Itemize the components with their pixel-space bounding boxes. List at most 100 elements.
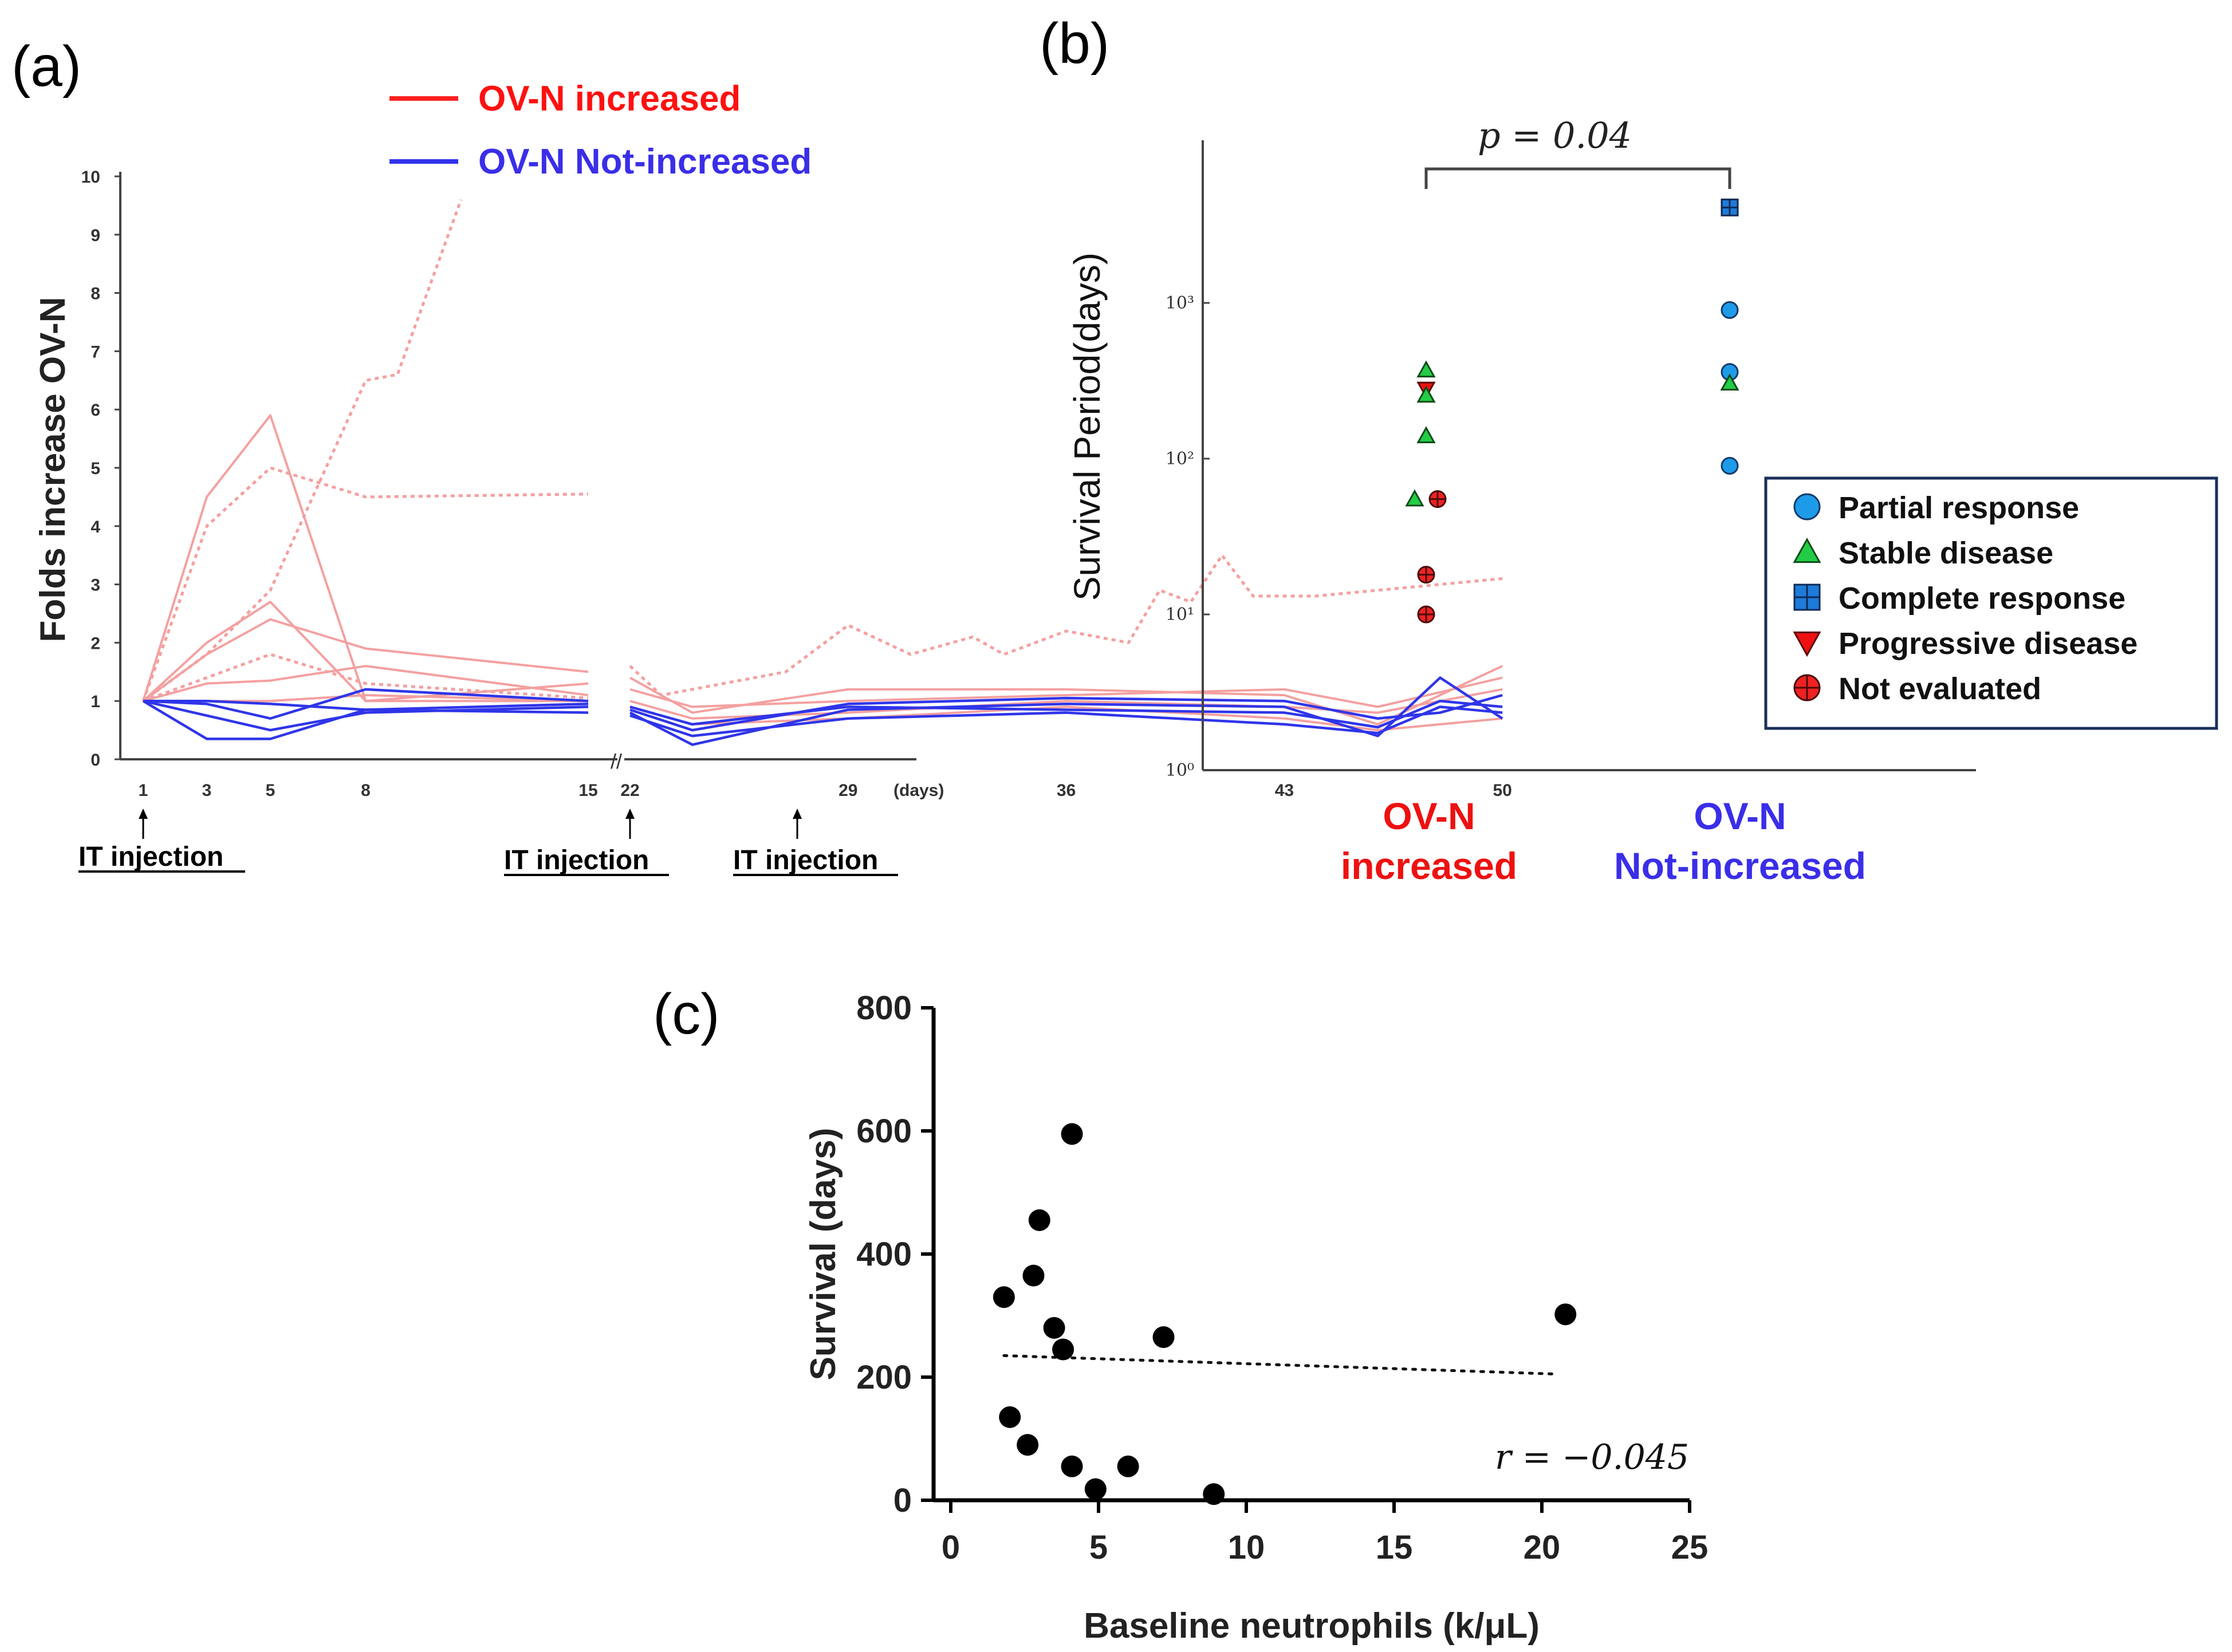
series-line-a-not-increased: [629, 705, 1503, 738]
marker-circle: [1721, 301, 1739, 319]
series-line-a-increased: [143, 653, 589, 703]
data-point-c: [1022, 1264, 1045, 1287]
chart-a: OV-N increased OV-N Not-increased // 0 1 2…: [33, 79, 1512, 876]
x-tick-label-c: 0: [942, 1529, 960, 1566]
legend-label-b: Partial response: [1839, 491, 2079, 525]
legend-marker-b: [1793, 583, 1821, 611]
data-point-b: [1405, 489, 1424, 507]
y-tick-label-a: 5: [90, 459, 100, 478]
data-point-c: [1152, 1326, 1175, 1349]
y-tick-label-b: 10⁰: [1166, 760, 1194, 780]
data-point-b: [1416, 385, 1436, 403]
legend-b: Partial response Stable disease Complete r…: [1793, 491, 2137, 706]
series-line-a-increased: [629, 676, 1503, 708]
series-line-a-not-increased: [143, 699, 589, 714]
y-axis-title-c: Survival (days): [804, 1127, 843, 1380]
y-tick-label-c: 200: [856, 1359, 912, 1396]
data-point-c: [1203, 1483, 1225, 1505]
y-tick-label-a: 3: [90, 576, 100, 595]
annotation-a-injection-1: IT injection: [78, 809, 245, 873]
x-tick-label-a: 50: [1493, 781, 1512, 800]
x-unit-a: (days): [893, 781, 944, 800]
injection-arrowhead-2: [625, 809, 635, 819]
x-tick-label-a: 3: [202, 781, 212, 800]
points-c: [993, 1123, 1577, 1505]
x-tick-label-a: 1: [139, 781, 148, 800]
x-tick-label-a: 5: [266, 781, 275, 800]
y-tick-label-c: 400: [856, 1236, 912, 1273]
series-line-a-increased: [142, 199, 463, 703]
y-tick-label-c: 600: [856, 1113, 912, 1150]
legend-b-box: [1764, 476, 2218, 730]
y-tick-label-a: 7: [90, 342, 100, 361]
legend-a-label-increased: OV-N increased: [478, 79, 741, 119]
injection-arrowhead-3: [793, 809, 802, 819]
series-line-a-increased: [629, 665, 1503, 726]
y-tick-label-c: 800: [856, 989, 912, 1027]
x-tick-label-a: 43: [1275, 781, 1294, 800]
injection-label-1: IT injection: [78, 842, 223, 872]
data-point-b: [1416, 360, 1436, 378]
series-line-a-increased: [141, 466, 589, 702]
series-line-a-increased: [143, 665, 589, 703]
x-tick-label-a: 8: [361, 781, 371, 800]
y-tick-label-a: 6: [90, 401, 100, 420]
x-axis-title-c: Baseline neutrophils (k/μL): [1084, 1606, 1540, 1646]
injection-arrowhead-1: [139, 809, 148, 819]
data-point-c: [1061, 1455, 1083, 1477]
y-tick-label-c: 0: [893, 1482, 912, 1519]
injection-label-3: IT injection: [733, 845, 878, 876]
marker-triangle-down: [1793, 631, 1821, 657]
annotation-a-injection-2: IT injection: [504, 809, 669, 876]
significance-bracket: [1424, 167, 1731, 189]
data-point-c: [1117, 1455, 1139, 1477]
legend-a-label-not-increased: OV-N Not-increased: [478, 142, 812, 182]
y-ticks-b: 10⁰ 10¹ 10² 10³: [1166, 293, 1210, 780]
data-point-b: [1721, 198, 1739, 216]
r-annotation: r = −0.045: [1495, 1437, 1689, 1477]
marker-triangle: [1416, 360, 1436, 378]
data-point-c: [1084, 1478, 1107, 1500]
chart-c: 0 5 10 15 20 25 0 200 400 600 800 Baseline neutrop…: [804, 989, 1708, 1646]
x-tick-label-a: 15: [578, 781, 597, 800]
x-category-b-2-line1: OV-N: [1694, 795, 1786, 837]
x-tick-label-c: 25: [1671, 1529, 1709, 1566]
points-b: [1405, 198, 1739, 624]
legend-marker-b: [1793, 631, 1821, 657]
panel-label-a: (a): [11, 34, 81, 98]
chart-b: 10⁰ 10¹ 10² 10³ Survival Period(days) p = 0…: [1066, 115, 2218, 887]
x-tick-label-c: 5: [1089, 1529, 1108, 1566]
y-tick-label-a: 8: [90, 285, 100, 303]
series-line-a-not-increased: [629, 699, 1503, 729]
y-tick-label-a: 0: [90, 751, 100, 770]
x-tick-label-c: 20: [1524, 1529, 1561, 1566]
data-point-c: [1017, 1434, 1039, 1456]
series-line-a-not-increased: [143, 688, 589, 720]
marker-triangle: [1793, 537, 1821, 563]
series-line-a-increased: [142, 618, 589, 702]
y-tick-label-a: 10: [81, 168, 100, 187]
y-tick-label-b: 10²: [1166, 449, 1194, 469]
legend-label-b: Complete response: [1839, 581, 2125, 616]
marker-circle: [1721, 456, 1739, 475]
series-line-a-not-increased: [629, 676, 1503, 746]
y-tick-label-a: 1: [90, 692, 100, 711]
marker-triangle: [1405, 489, 1424, 507]
marker-triangle: [1416, 426, 1436, 443]
legend-marker-b: [1793, 674, 1821, 701]
x-tick-label-c: 15: [1376, 1529, 1413, 1566]
annotation-a-injection-3: IT injection: [733, 809, 898, 876]
x-tick-label-a: 36: [1057, 781, 1076, 800]
y-tick-label-a: 9: [90, 226, 100, 245]
legend-label-b: Stable disease: [1839, 536, 2053, 570]
axis-break-a: //: [611, 750, 622, 773]
data-point-c: [999, 1406, 1021, 1428]
series-line-a-increased: [629, 554, 1503, 697]
series-line-a-increased: [142, 414, 588, 703]
y-tick-label-b: 10¹: [1166, 605, 1194, 625]
data-point-b: [1428, 490, 1447, 508]
marker-triangle: [1416, 385, 1436, 403]
y-tick-label-a: 2: [90, 634, 100, 653]
data-point-c: [1043, 1317, 1065, 1339]
legend-marker-b: [1793, 537, 1821, 563]
